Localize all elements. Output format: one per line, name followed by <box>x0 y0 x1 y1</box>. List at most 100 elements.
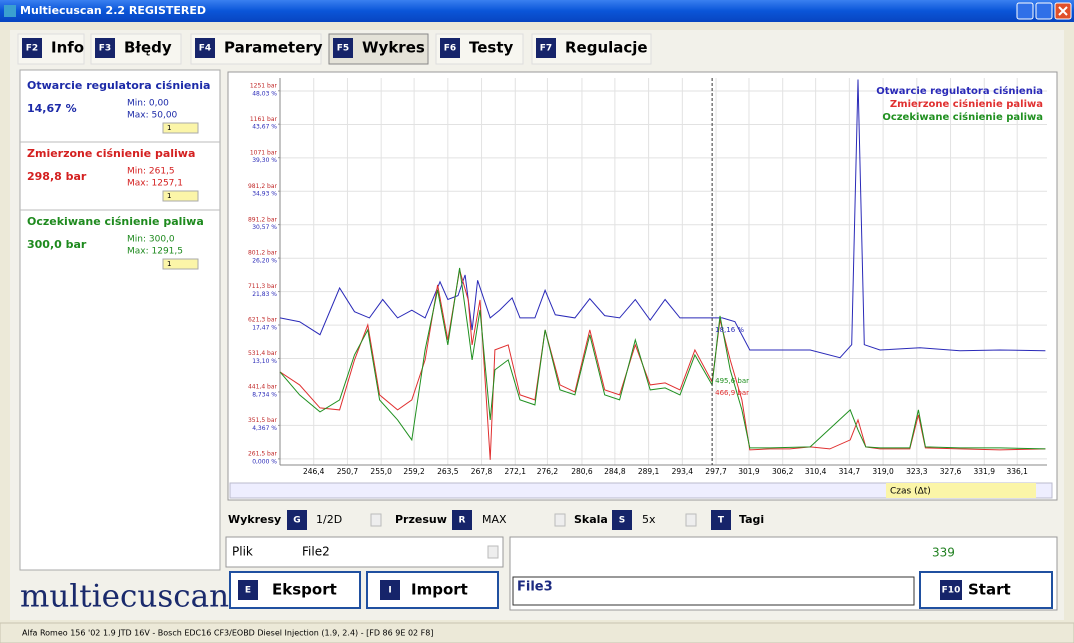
y-tick-label: 261,5 bar <box>248 450 278 457</box>
sensor-min: Min: 300,0 <box>127 235 175 245</box>
key-label: F6 <box>444 44 456 54</box>
y2-tick-label: 26,20 % <box>252 258 277 265</box>
value: MAX <box>482 513 507 526</box>
sensor-max: Max: 1257,1 <box>127 179 183 189</box>
sensor-max: Max: 1291,5 <box>127 247 183 257</box>
tab-label: Wykres <box>362 39 425 57</box>
key-badge <box>333 38 353 58</box>
x-tick-label: 280,6 <box>571 467 593 476</box>
x-tick-label: 327,6 <box>940 467 962 476</box>
y2-tick-label: 43,67 % <box>252 124 277 131</box>
scroll-field <box>886 483 1036 498</box>
y-tick-label: 351,5 bar <box>248 417 278 424</box>
scale-select[interactable] <box>162 122 199 134</box>
button-label: Eksport <box>272 581 337 599</box>
key-label: F3 <box>99 44 111 54</box>
y-tick-label: 1161 bar <box>250 116 278 123</box>
x-tick-label: 293,4 <box>672 467 694 476</box>
y-tick-label: 891,2 bar <box>248 216 278 223</box>
y2-tick-label: 0,000 % <box>252 458 277 465</box>
y2-tick-label: 30,57 % <box>252 224 277 231</box>
key-label: T <box>718 516 725 526</box>
key-label: R <box>459 516 466 526</box>
dropdown[interactable] <box>370 513 382 527</box>
x-tick-label: 259,2 <box>403 467 425 476</box>
x-tick-label: 289,1 <box>638 467 660 476</box>
key-badge <box>452 510 472 530</box>
key-badge <box>940 580 962 600</box>
x-tick-label: 250,7 <box>337 467 359 476</box>
key-label: E <box>245 586 251 596</box>
x-tick-label: 276,2 <box>537 467 559 476</box>
series-line <box>279 267 1046 450</box>
x-tick-label: 263,5 <box>437 467 459 476</box>
legend-entry: Oczekiwane ciśnienie paliwa <box>882 111 1043 123</box>
x-tick-label: 246,4 <box>303 467 325 476</box>
dropdown[interactable] <box>554 513 566 527</box>
sensor-max: Max: 50,00 <box>127 111 178 121</box>
dropdown[interactable] <box>487 545 499 559</box>
x-tick-label: 310,4 <box>805 467 827 476</box>
key-label: F7 <box>540 44 552 54</box>
label: Przesuw <box>395 513 447 526</box>
series-line <box>279 79 1046 359</box>
legend-entry: Otwarcie regulatora ciśnienia <box>876 85 1043 97</box>
sensor-name: Otwarcie regulatora ciśnienia <box>27 79 210 92</box>
value: 5x <box>642 513 656 526</box>
key-label: S <box>619 516 625 526</box>
file-input[interactable] <box>512 576 915 606</box>
file-box <box>225 536 504 568</box>
import-button[interactable] <box>366 571 499 609</box>
series-line <box>279 269 1046 460</box>
y-tick-label: 801,2 bar <box>248 250 278 257</box>
maximize[interactable] <box>1035 2 1053 20</box>
x-tick-label: 297,7 <box>705 467 727 476</box>
x-tick-label: 306,2 <box>772 467 794 476</box>
x-tick-label: 267,8 <box>471 467 493 476</box>
tab-label: Regulacje <box>565 39 648 57</box>
file-select[interactable]: File2 <box>302 545 330 559</box>
scale-select[interactable] <box>162 190 199 202</box>
key-badge <box>612 510 632 530</box>
key-label: G <box>293 516 300 526</box>
y2-tick-label: 4,367 % <box>252 425 277 432</box>
minimize[interactable] <box>1016 2 1034 20</box>
dropdown[interactable] <box>685 513 697 527</box>
scale-value: 1 <box>167 192 171 200</box>
window-title: Multiecuscan 2.2 REGISTERED <box>20 4 206 17</box>
cursor-label: 495,6 bar <box>715 377 749 385</box>
y2-tick-label: 17,47 % <box>252 324 277 331</box>
value: 1/2D <box>316 513 342 526</box>
input-text: File3 <box>517 580 553 595</box>
tab-label: Błędy <box>124 39 172 57</box>
cursor-label: 466,9 bar <box>715 389 749 397</box>
scrollbar[interactable] <box>229 482 1053 499</box>
key-badge <box>238 580 258 600</box>
x-tick-label: 319,0 <box>872 467 894 476</box>
key-badge <box>22 38 42 58</box>
status-bar <box>0 622 1074 643</box>
x-tick-label: 301,9 <box>738 467 760 476</box>
x-tick-label: 331,9 <box>974 467 996 476</box>
start-button[interactable] <box>919 571 1053 609</box>
sensor-value: 14,67 % <box>27 102 77 115</box>
sensor-value: 300,0 bar <box>27 238 87 251</box>
sensor-min: Min: 0,00 <box>127 99 169 109</box>
sensor-name: Zmierzone ciśnienie paliwa <box>27 147 195 160</box>
y-tick-label: 1251 bar <box>250 83 278 90</box>
y-tick-label: 621,3 bar <box>248 317 278 324</box>
x-tick-label: 272,1 <box>505 467 527 476</box>
y2-tick-label: 13,10 % <box>252 358 277 365</box>
sensor-value: 298,8 bar <box>27 170 87 183</box>
label: Skala <box>574 513 608 526</box>
scale-value: 1 <box>167 260 171 268</box>
sensor-panel <box>19 69 221 571</box>
y2-tick-label: 34,93 % <box>252 191 277 198</box>
scale-select[interactable] <box>162 258 199 270</box>
y-tick-label: 531,4 bar <box>248 350 278 357</box>
key-badge <box>440 38 460 58</box>
label: Plik <box>232 545 253 559</box>
key-badge <box>287 510 307 530</box>
